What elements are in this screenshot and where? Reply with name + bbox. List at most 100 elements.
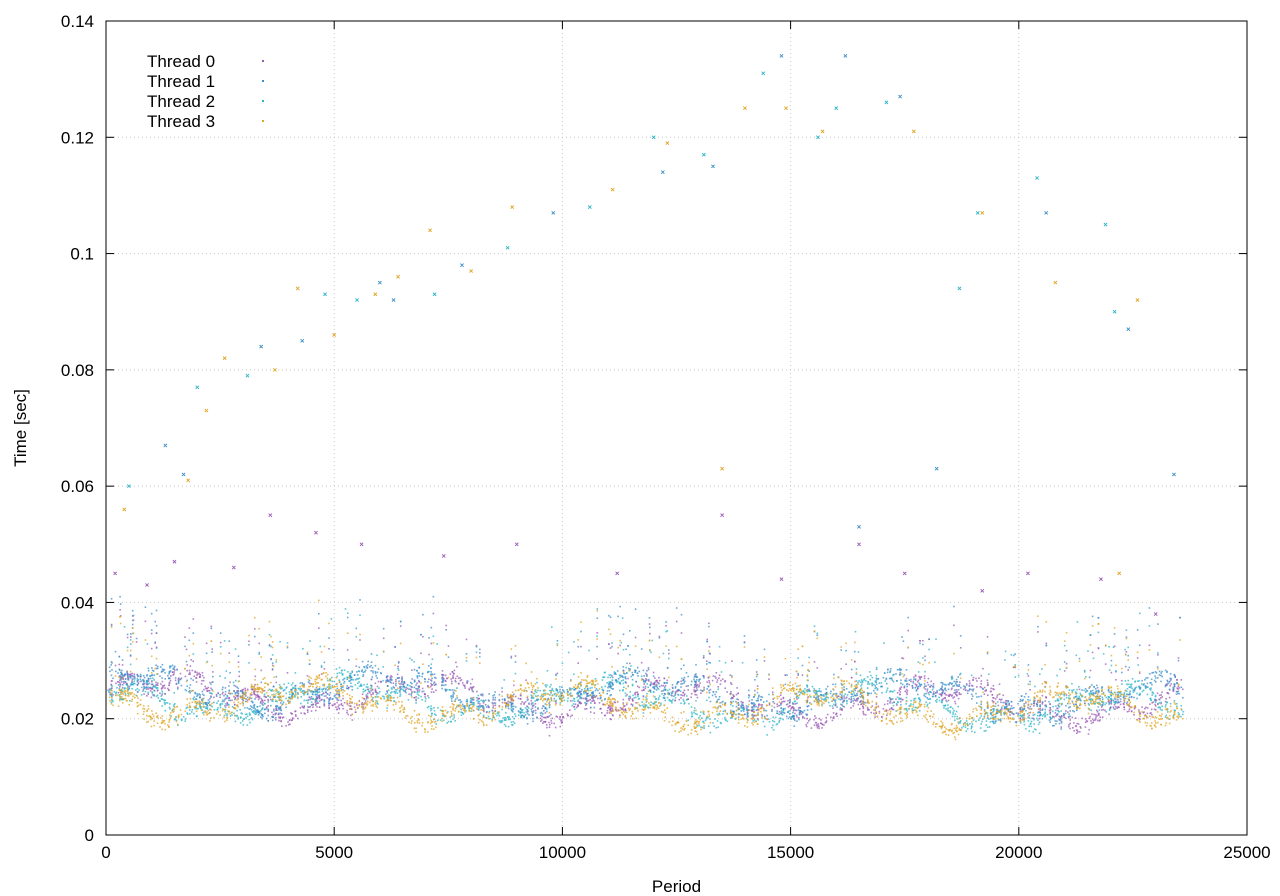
data-point bbox=[666, 689, 669, 692]
data-point bbox=[315, 699, 318, 701]
data-point bbox=[139, 680, 142, 683]
data-point bbox=[1041, 709, 1044, 711]
data-point bbox=[556, 672, 559, 675]
data-point bbox=[695, 685, 698, 688]
data-point bbox=[1123, 701, 1126, 704]
data-point bbox=[454, 677, 457, 680]
data-point bbox=[756, 708, 759, 711]
data-point bbox=[1004, 659, 1006, 661]
data-point bbox=[348, 675, 351, 677]
data-point bbox=[983, 693, 986, 695]
data-point bbox=[607, 707, 609, 709]
data-point bbox=[355, 635, 358, 638]
data-point bbox=[871, 705, 874, 707]
data-point bbox=[431, 658, 434, 660]
data-point bbox=[456, 665, 458, 668]
data-point bbox=[394, 692, 397, 694]
data-point bbox=[717, 688, 719, 690]
data-point bbox=[212, 675, 214, 678]
data-point bbox=[393, 697, 395, 699]
data-point bbox=[629, 668, 631, 670]
data-point bbox=[1083, 702, 1086, 705]
data-point bbox=[940, 681, 942, 684]
data-point bbox=[1060, 714, 1063, 717]
data-point bbox=[1028, 714, 1030, 717]
data-point bbox=[1009, 714, 1011, 716]
data-point bbox=[986, 702, 989, 704]
data-point bbox=[1022, 714, 1024, 716]
data-point bbox=[119, 679, 121, 682]
data-point bbox=[146, 695, 148, 697]
data-point bbox=[1180, 679, 1183, 681]
data-point bbox=[1178, 692, 1181, 695]
data-point bbox=[658, 679, 661, 682]
data-point bbox=[320, 673, 323, 675]
data-point bbox=[312, 703, 315, 706]
data-point bbox=[696, 679, 698, 681]
data-point bbox=[151, 692, 154, 694]
data-point bbox=[861, 703, 863, 705]
data-point bbox=[1104, 663, 1107, 665]
data-point bbox=[702, 721, 705, 723]
data-point bbox=[120, 691, 122, 694]
data-point bbox=[505, 712, 507, 714]
data-point bbox=[370, 664, 372, 667]
data-point bbox=[624, 676, 627, 678]
data-point bbox=[735, 713, 737, 716]
data-point bbox=[294, 672, 297, 674]
data-point bbox=[896, 668, 899, 671]
data-point bbox=[1168, 688, 1171, 691]
data-point bbox=[547, 697, 550, 700]
data-point bbox=[792, 702, 794, 704]
data-point bbox=[457, 699, 460, 701]
data-point bbox=[883, 703, 886, 706]
data-point bbox=[997, 704, 1000, 707]
data-point bbox=[644, 705, 647, 708]
data-point bbox=[619, 683, 622, 685]
data-point bbox=[681, 677, 683, 680]
data-point bbox=[1141, 679, 1143, 682]
data-point bbox=[802, 716, 804, 719]
data-point bbox=[619, 644, 621, 647]
data-point bbox=[932, 683, 935, 685]
data-point bbox=[479, 705, 481, 707]
data-point bbox=[1067, 697, 1070, 699]
data-point bbox=[1091, 713, 1093, 715]
data-point bbox=[655, 685, 657, 687]
data-point bbox=[153, 689, 155, 692]
data-point bbox=[670, 694, 672, 696]
data-point bbox=[367, 660, 369, 663]
data-point bbox=[240, 717, 242, 719]
data-point bbox=[1128, 692, 1131, 694]
data-point bbox=[631, 700, 634, 702]
data-point bbox=[806, 686, 809, 688]
data-point bbox=[1098, 701, 1100, 704]
data-point bbox=[236, 714, 238, 717]
data-point bbox=[261, 708, 263, 710]
data-point bbox=[604, 685, 607, 688]
data-point bbox=[922, 640, 924, 642]
data-point bbox=[1115, 700, 1117, 703]
data-point bbox=[615, 710, 618, 712]
data-point bbox=[210, 687, 212, 690]
data-point bbox=[342, 697, 344, 700]
data-point bbox=[886, 714, 888, 716]
data-point bbox=[236, 690, 238, 692]
data-point bbox=[1027, 706, 1029, 709]
data-point bbox=[511, 702, 514, 705]
data-point bbox=[362, 688, 365, 691]
data-point bbox=[188, 709, 191, 711]
data-point bbox=[782, 710, 785, 712]
data-point bbox=[323, 705, 326, 707]
data-point bbox=[127, 686, 129, 689]
data-point bbox=[505, 719, 507, 721]
data-point bbox=[526, 716, 528, 719]
data-point bbox=[1155, 681, 1157, 683]
data-point bbox=[1113, 707, 1115, 710]
data-point bbox=[718, 712, 720, 715]
data-point bbox=[716, 679, 719, 681]
data-point bbox=[1090, 722, 1093, 725]
data-point bbox=[792, 718, 795, 720]
data-point bbox=[503, 718, 506, 721]
data-point bbox=[1063, 693, 1065, 696]
